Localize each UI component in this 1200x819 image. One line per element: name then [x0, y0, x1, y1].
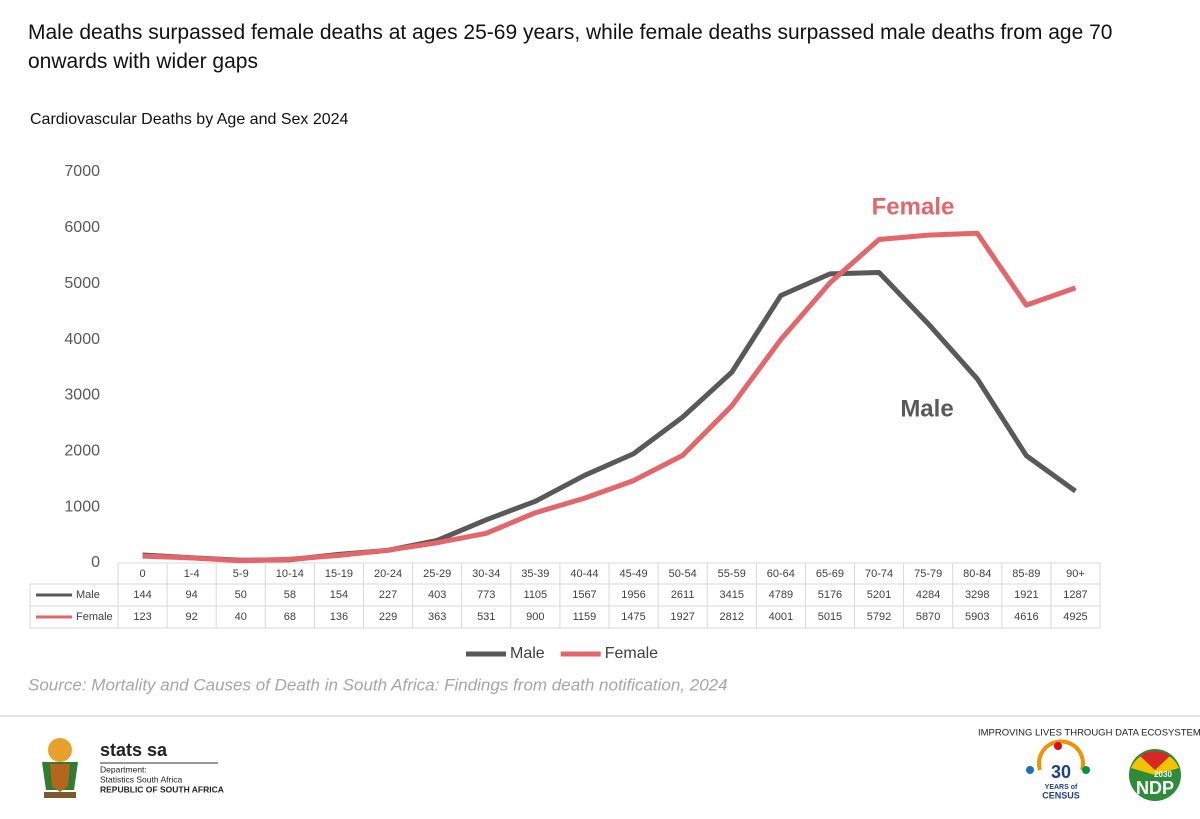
legend-label: Male — [510, 645, 545, 662]
table-value: 1105 — [524, 589, 548, 601]
table-value: 3415 — [720, 589, 744, 601]
census-text: YEARS of — [1045, 784, 1078, 791]
table-value: 136 — [330, 611, 348, 623]
table-value: 1567 — [572, 589, 596, 601]
table-value: 2812 — [720, 611, 744, 623]
annotation: Male — [900, 395, 953, 422]
x-tick-label: 65-69 — [816, 568, 844, 580]
table-value: 154 — [330, 589, 348, 601]
y-tick-label: 0 — [91, 554, 100, 571]
chart-title: Male deaths surpassed female deaths at a… — [28, 21, 1113, 73]
table-value: 5176 — [818, 589, 842, 601]
chart-subtitle: Cardiovascular Deaths by Age and Sex 202… — [30, 111, 349, 128]
table-value: 227 — [379, 589, 397, 601]
table-value: 1927 — [670, 611, 694, 623]
table-value: 5870 — [916, 611, 940, 623]
x-tick-label: 5-9 — [233, 568, 249, 580]
organisation: Statistics South Africa — [100, 774, 182, 784]
x-tick-label: 85-89 — [1012, 568, 1040, 580]
y-tick-label: 6000 — [64, 219, 100, 236]
table-value: 1475 — [621, 611, 645, 623]
x-tick-label: 20-24 — [374, 568, 402, 580]
y-tick-label: 1000 — [64, 498, 100, 515]
census-logo — [1026, 739, 1090, 774]
x-tick-label: 55-59 — [718, 568, 746, 580]
table-value: 50 — [235, 589, 247, 601]
table-value: 92 — [186, 611, 198, 623]
y-tick-label: 7000 — [64, 163, 100, 180]
x-tick-label: 45-49 — [619, 568, 647, 580]
y-tick-label: 2000 — [64, 443, 100, 460]
table-value: 4284 — [916, 589, 940, 601]
x-tick-label: 25-29 — [423, 568, 451, 580]
y-tick-label: 4000 — [64, 331, 100, 348]
table-value: 58 — [284, 589, 296, 601]
table-value: 5015 — [818, 611, 842, 623]
legend-label: Female — [605, 645, 658, 662]
table-value: 1159 — [573, 611, 597, 623]
x-tick-label: 70-74 — [865, 568, 893, 580]
table-value: 2611 — [671, 589, 695, 601]
x-tick-label: 35-39 — [521, 568, 549, 580]
table-value: 5201 — [867, 589, 891, 601]
table-value: 123 — [133, 611, 151, 623]
x-tick-label: 30-34 — [472, 568, 500, 580]
x-tick-label: 90+ — [1066, 568, 1085, 580]
table-value: 4001 — [769, 611, 793, 623]
table-value: 5792 — [867, 611, 891, 623]
census-number: 30 — [1051, 762, 1071, 782]
annotation: Female — [872, 193, 955, 220]
x-tick-label: 50-54 — [669, 568, 697, 580]
table-value: 4789 — [769, 589, 793, 601]
x-tick-label: 15-19 — [325, 568, 353, 580]
table-value: 40 — [235, 611, 247, 623]
tagline: IMPROVING LIVES THROUGH DATA ECOSYSTEMS — [978, 728, 1200, 739]
coat-of-arms — [42, 738, 78, 798]
table-value: 4616 — [1014, 611, 1038, 623]
ndp-name: NDP — [1136, 778, 1174, 798]
x-tick-label: 40-44 — [570, 568, 598, 580]
country: REPUBLIC OF SOUTH AFRICA — [100, 784, 224, 794]
logo-name: stats sa — [100, 740, 168, 760]
table-value: 363 — [428, 611, 446, 623]
series-line — [142, 230, 1077, 564]
table-series-name: Male — [76, 589, 100, 601]
table-value: 1287 — [1063, 589, 1087, 601]
table-value: 3298 — [965, 589, 989, 601]
ndp-year: 2030 — [1154, 770, 1172, 779]
table-value: 5903 — [965, 611, 989, 623]
department: Department: — [100, 764, 147, 774]
source: Source: Mortality and Causes of Death in… — [28, 675, 728, 694]
table-value: 4925 — [1063, 611, 1087, 623]
table-value: 229 — [379, 611, 397, 623]
x-tick-label: 75-79 — [914, 568, 942, 580]
ndp-logo — [1129, 749, 1181, 801]
table-value: 900 — [526, 611, 544, 623]
table-value: 144 — [133, 589, 151, 601]
table-value: 1956 — [621, 589, 645, 601]
x-tick-label: 60-64 — [767, 568, 795, 580]
table-value: 68 — [284, 611, 296, 623]
table-value: 773 — [477, 589, 495, 601]
x-tick-label: 0 — [139, 568, 145, 580]
x-tick-label: 1-4 — [184, 568, 200, 580]
table-value: 531 — [477, 611, 495, 623]
y-tick-label: 3000 — [64, 387, 100, 404]
census-text: CENSUS — [1042, 790, 1080, 800]
table-series-name: Female — [76, 611, 113, 623]
table-value: 94 — [186, 589, 198, 601]
table-value: 1921 — [1014, 589, 1038, 601]
x-tick-label: 80-84 — [963, 568, 991, 580]
table-value: 403 — [428, 589, 446, 601]
y-tick-label: 5000 — [64, 275, 100, 292]
x-tick-label: 10-14 — [276, 568, 304, 580]
